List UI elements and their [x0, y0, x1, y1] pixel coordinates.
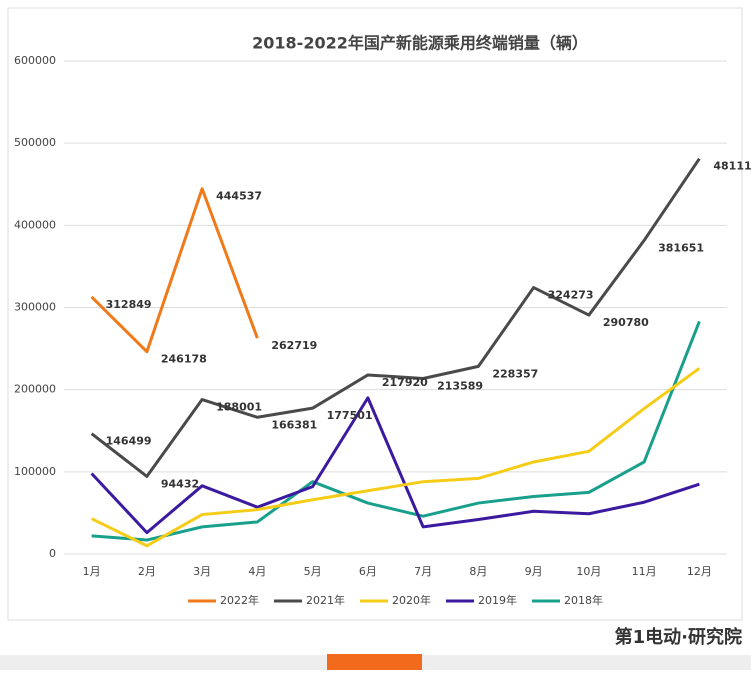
x-tick-label: 12月 [687, 565, 712, 578]
x-tick-label: 4月 [248, 565, 266, 578]
y-tick-label: 100000 [14, 465, 56, 478]
data-label: 444537 [216, 190, 262, 203]
x-tick-label: 1月 [83, 565, 101, 578]
legend-label: 2019年 [478, 593, 517, 607]
series-line [90, 187, 259, 354]
legend-label: 2022年 [220, 593, 259, 607]
data-label: 312849 [106, 298, 152, 311]
legend-label: 2018年 [564, 593, 603, 607]
data-label: 213589 [437, 380, 483, 393]
x-tick-label: 3月 [193, 565, 211, 578]
data-label: 481117 [713, 160, 751, 173]
series-line [91, 320, 701, 542]
chart-title: 2018-2022年国产新能源乘用终端销量（辆） [252, 34, 588, 53]
y-tick-label: 600000 [14, 54, 56, 67]
y-tick-label: 500000 [14, 136, 56, 149]
y-tick-label: 0 [49, 547, 56, 560]
y-tick-label: 200000 [14, 383, 56, 396]
data-label: 290780 [603, 316, 649, 329]
series-line [90, 367, 701, 548]
series-line [90, 396, 700, 535]
data-label: 228357 [492, 367, 538, 380]
x-tick-label: 9月 [525, 565, 543, 578]
data-label: 166381 [271, 418, 317, 431]
chart-frame [7, 7, 743, 621]
x-tick-label: 8月 [469, 565, 487, 578]
x-tick-label: 2月 [138, 565, 156, 578]
series-line [90, 157, 701, 478]
x-tick-label: 6月 [359, 565, 377, 578]
legend-label: 2021年 [306, 593, 345, 607]
data-label: 324273 [548, 289, 594, 302]
data-label: 94432 [161, 477, 199, 490]
y-tick-label: 400000 [14, 218, 56, 231]
legend-label: 2020年 [392, 593, 431, 607]
data-label: 188001 [216, 401, 262, 414]
x-tick-label: 11月 [632, 565, 657, 578]
data-label: 262719 [271, 339, 317, 352]
brand-logo: 第1电动·研究院 [615, 626, 742, 648]
data-label: 217920 [382, 376, 428, 389]
y-tick-label: 300000 [14, 301, 56, 314]
footer-accent [327, 654, 422, 670]
data-label: 146499 [106, 435, 152, 448]
x-tick-label: 10月 [576, 565, 601, 578]
data-label: 246178 [161, 353, 207, 366]
x-tick-label: 5月 [304, 565, 322, 578]
data-label: 177501 [327, 409, 373, 422]
data-label: 381651 [658, 241, 704, 254]
x-tick-label: 7月 [414, 565, 432, 578]
